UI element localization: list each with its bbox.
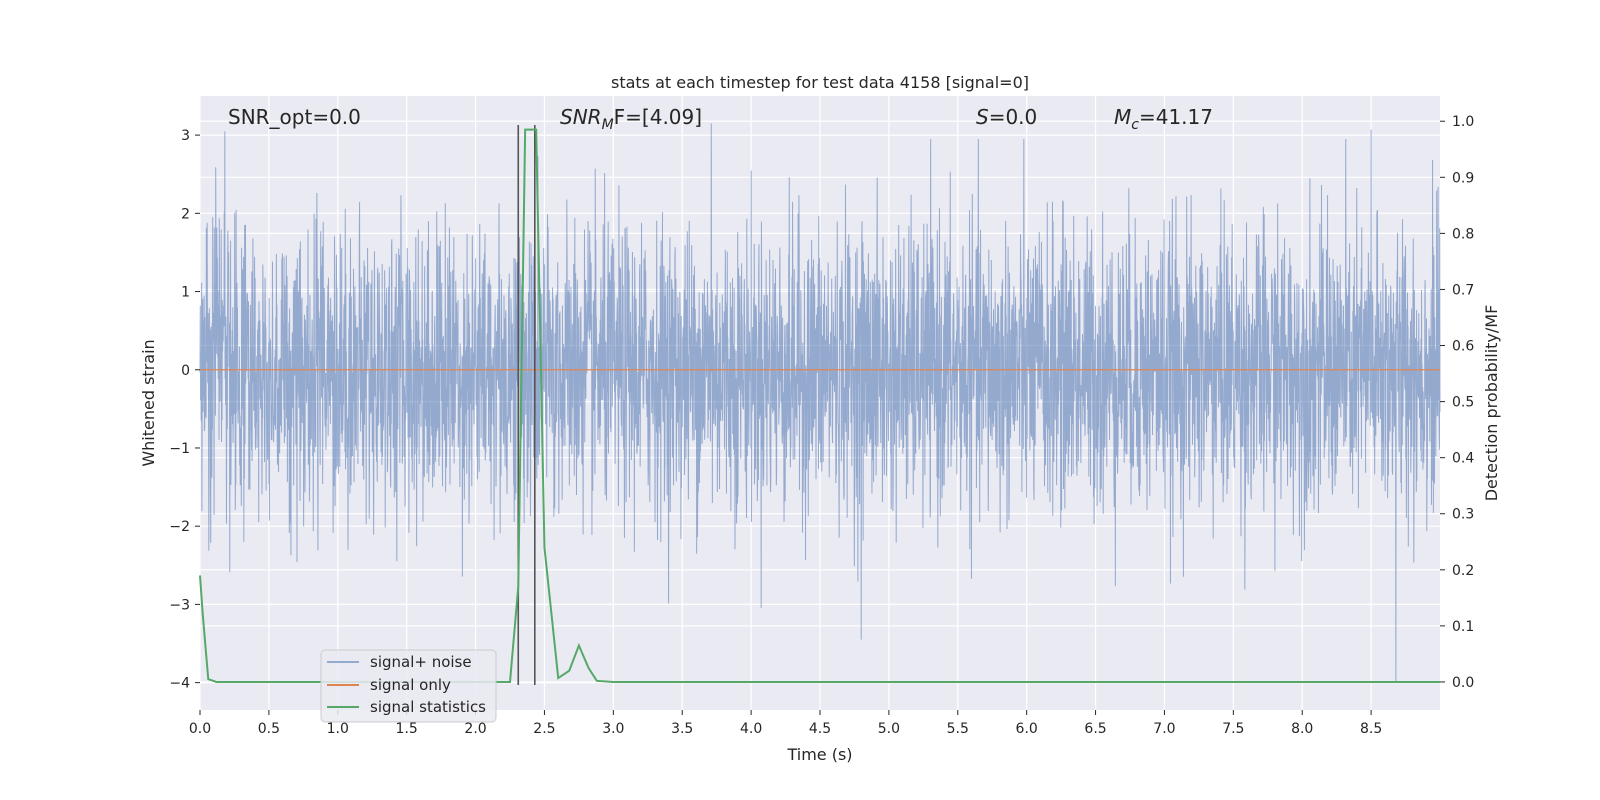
x-tick-label: 8.5 xyxy=(1360,721,1382,737)
y-right-tick-label: 0.8 xyxy=(1452,226,1474,242)
x-tick-label: 5.0 xyxy=(878,721,900,737)
x-axis-label: Time (s) xyxy=(786,745,852,764)
y-right-tick-label: 1.0 xyxy=(1452,114,1474,130)
x-tick-label: 1.0 xyxy=(327,721,349,737)
annotation-snr-mf-rest: F=[4.09] xyxy=(614,105,702,129)
x-axis-ticks: 0.0 0.5 1.0 1.5 2.0 2.5 3.0 3.5 4.0 4.5 5.0 5.5 6.0 6… xyxy=(189,710,1382,737)
legend-label-signal-statistics: signal statistics xyxy=(370,698,486,716)
y-axis-left-ticks: 3 2 1 0 −1 −2 −3 −4 xyxy=(169,128,200,692)
y-tick-label: 0 xyxy=(181,363,190,379)
series-signal-statistics xyxy=(199,128,1440,683)
x-tick-label: 8.0 xyxy=(1291,721,1313,737)
y-tick-label: −4 xyxy=(169,676,190,692)
legend-label-signal-only: signal only xyxy=(370,676,451,694)
signal-statistics-line xyxy=(199,128,1440,683)
annotation-mc-rest: =41.17 xyxy=(1139,105,1213,129)
x-tick-label: 3.5 xyxy=(671,721,693,737)
annotation-s-rest: =0.0 xyxy=(989,105,1038,129)
annotation-s: S=0.0 xyxy=(976,105,1037,129)
y-right-tick-label: 0.3 xyxy=(1452,507,1474,523)
x-tick-label: 2.0 xyxy=(464,721,486,737)
x-tick-label: 7.0 xyxy=(1153,721,1175,737)
y-right-tick-label: 0.4 xyxy=(1452,451,1474,467)
legend-label-signal-noise: signal+ noise xyxy=(370,653,472,671)
y-tick-label: −1 xyxy=(169,441,190,457)
annotation-mc-var: M xyxy=(1114,105,1131,129)
x-tick-label: 5.5 xyxy=(947,721,969,737)
x-tick-label: 2.5 xyxy=(533,721,555,737)
annotation-snr-mf-var: SNR xyxy=(560,105,602,129)
x-tick-label: 4.0 xyxy=(740,721,762,737)
y-tick-label: −3 xyxy=(169,597,190,613)
annotation-snr-mf: SNRMF=[4.09] xyxy=(560,105,702,133)
y-tick-label: 2 xyxy=(181,206,190,222)
annotation-s-var: S xyxy=(976,105,989,129)
annotation-snr-mf-sub: M xyxy=(602,117,614,133)
x-tick-label: 3.0 xyxy=(602,721,624,737)
annotation-mc: Mc=41.17 xyxy=(1114,105,1213,133)
y-axis-right-ticks: 1.0 0.9 0.8 0.7 0.6 0.5 0.4 0.3 0.2 0.1 0.0 xyxy=(1440,114,1474,691)
x-tick-label: 7.5 xyxy=(1222,721,1244,737)
chart-title: stats at each timestep for test data 415… xyxy=(611,73,1029,92)
y-right-tick-label: 0.6 xyxy=(1452,339,1474,355)
legend-box xyxy=(320,649,497,723)
annotation-snr-opt: SNR_opt=0.0 xyxy=(228,105,361,129)
y-right-tick-label: 0.0 xyxy=(1452,675,1474,691)
y-right-tick-label: 0.7 xyxy=(1452,282,1474,298)
y-tick-label: −2 xyxy=(169,519,190,535)
y-tick-label: 3 xyxy=(181,128,190,144)
y-right-tick-label: 0.2 xyxy=(1452,563,1474,579)
y-tick-label: 1 xyxy=(181,285,190,301)
y-right-tick-label: 0.9 xyxy=(1452,170,1474,186)
x-tick-label: 6.0 xyxy=(1016,721,1038,737)
y-right-tick-label: 0.1 xyxy=(1452,619,1474,635)
x-tick-label: 0.0 xyxy=(189,721,211,737)
x-tick-label: 4.5 xyxy=(809,721,831,737)
annotation-mc-sub: c xyxy=(1131,117,1139,133)
y-axis-right-label: Detection probability/MF xyxy=(1482,305,1501,502)
signal-noise-line xyxy=(199,123,1441,683)
legend: signal+ noise signal only signal statist… xyxy=(320,649,497,723)
y-axis-label: Whitened strain xyxy=(139,339,158,466)
x-tick-label: 6.5 xyxy=(1084,721,1106,737)
x-tick-label: 0.5 xyxy=(258,721,280,737)
x-tick-label: 1.5 xyxy=(396,721,418,737)
series-signal-noise xyxy=(199,123,1441,683)
y-right-tick-label: 0.5 xyxy=(1452,395,1474,411)
